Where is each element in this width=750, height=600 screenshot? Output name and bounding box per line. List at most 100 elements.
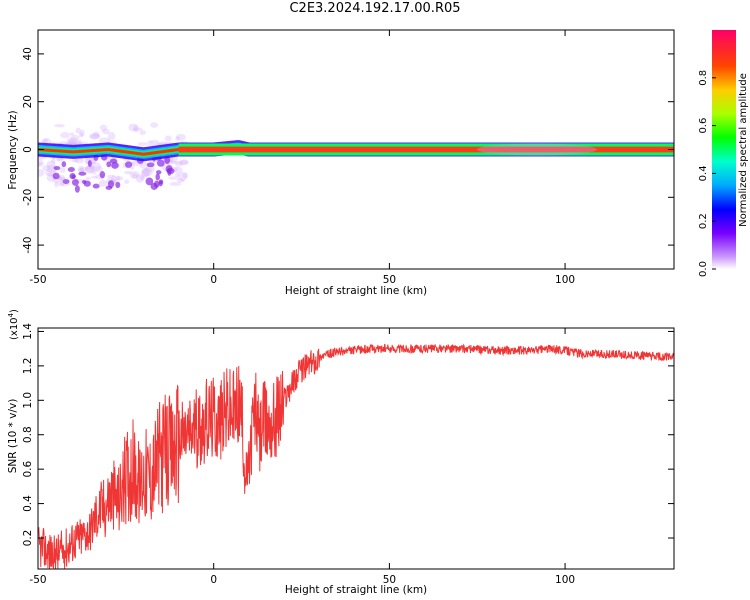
spectral-speck	[38, 162, 43, 166]
colorbar-ticks: 0.0 0.2 0.4 0.6 0.8	[698, 70, 716, 277]
spectral-speck	[77, 139, 83, 146]
spectral-speck	[111, 175, 117, 183]
spectral-speck	[71, 174, 76, 179]
snr-ylabel: SNR (10 * v/v)	[7, 399, 19, 474]
snr-ytick-label: 0.6	[22, 460, 34, 477]
spectral-speck	[56, 177, 67, 181]
spectral-speck	[155, 173, 160, 181]
spectral-speck	[174, 173, 180, 178]
colorbar-tick-label: 0.2	[698, 213, 709, 229]
spectral-speck	[141, 168, 149, 178]
spectral-speck	[175, 136, 180, 141]
spectral-speck	[68, 139, 77, 146]
spectral-speck	[139, 175, 145, 181]
spectral-speck	[109, 158, 118, 164]
spectral-speck	[179, 159, 189, 166]
spectral-speck	[58, 174, 66, 181]
spectral-speck	[115, 181, 121, 189]
spectral-speck	[42, 165, 51, 172]
snr-scale-label: (x104)	[7, 309, 20, 340]
spectral-speck	[74, 185, 80, 193]
spectral-speck	[164, 135, 172, 142]
spectral-speck	[155, 170, 162, 175]
spectral-speck	[157, 141, 169, 145]
spectral-speck	[54, 181, 59, 188]
spectrogram-ytick-label: 20	[22, 95, 34, 108]
spectrogram-panel: -50 0 50 100 -40 -20 0 20 40 Height of straight …	[7, 29, 675, 297]
spectral-speck	[62, 179, 70, 184]
spectral-speck	[128, 123, 138, 132]
spectral-speck	[176, 178, 185, 183]
colorbar-tick-label: 0.4	[698, 165, 709, 181]
spectral-speck	[61, 161, 67, 168]
spectral-speck	[74, 157, 85, 164]
spectral-speck	[101, 128, 110, 135]
spectral-speck	[50, 158, 56, 164]
spectral-speck	[115, 175, 121, 182]
spectral-speck	[46, 160, 56, 170]
spectral-speck	[90, 170, 97, 175]
spectral-speck	[139, 161, 150, 170]
snr-ytick-label: 0.2	[22, 530, 34, 547]
spectrogram-ytick-label: -40	[22, 237, 34, 254]
spectral-speck	[148, 159, 160, 164]
spectrogram-ytick-label: 40	[22, 47, 34, 60]
spectral-speck	[99, 124, 108, 131]
spectral-speck	[52, 172, 60, 180]
spectral-speck	[38, 169, 45, 177]
colorbar-label: Normalized spectral amplitude	[738, 73, 749, 227]
colorbar-tick-label: 0.6	[698, 118, 709, 134]
spectrogram-ylabel: Frequency (Hz)	[7, 110, 19, 189]
spectral-speck	[67, 166, 75, 173]
spectral-speck	[85, 165, 96, 170]
spectral-speck	[146, 162, 155, 168]
spectral-speck	[167, 168, 172, 176]
spectral-speck	[85, 165, 94, 174]
spectral-speck	[175, 133, 186, 141]
spectral-speck	[174, 161, 183, 167]
spectral-speck	[124, 170, 133, 175]
snr-ytick-label: 0.8	[22, 426, 34, 443]
snr-ytick-label: 1.4	[22, 323, 34, 340]
spectral-speck	[71, 179, 79, 186]
spectral-speck	[78, 132, 84, 138]
colorbar-gradient	[712, 30, 736, 269]
spectral-speck	[99, 171, 106, 179]
spectrogram-xlabel: Height of straight line (km)	[285, 285, 427, 297]
spectral-speck	[70, 134, 80, 141]
spectral-speck	[89, 133, 101, 140]
spectral-speck	[95, 166, 103, 173]
spectral-speck	[131, 173, 138, 178]
spectral-speck	[150, 182, 158, 190]
spectral-speck	[169, 181, 182, 187]
spectral-speck	[132, 127, 143, 131]
spectrogram-xtick-label: 50	[383, 274, 396, 286]
snr-ytick-label: 1.2	[22, 358, 34, 375]
snr-xlabel: Height of straight line (km)	[285, 584, 427, 596]
spectral-speck	[89, 133, 100, 140]
spectral-speck	[87, 160, 92, 167]
spectral-speck	[89, 162, 101, 171]
spectral-speck	[150, 122, 159, 128]
spectral-speck	[107, 131, 116, 141]
spectral-speck	[98, 179, 108, 187]
spectral-halo	[476, 143, 597, 156]
spectral-speck	[85, 176, 91, 181]
spectral-speck	[158, 179, 164, 185]
snr-ytick-label: 1.0	[22, 392, 34, 409]
spectral-speck	[83, 180, 91, 187]
spectral-speck	[84, 165, 96, 173]
spectral-speck	[145, 165, 156, 173]
spectral-speck	[38, 158, 44, 168]
spectral-speck	[53, 166, 61, 171]
spectral-speck	[66, 137, 78, 144]
spectral-speck	[170, 160, 179, 165]
spectral-speck	[106, 174, 115, 179]
spectral-speck	[177, 172, 188, 182]
spectral-speck	[178, 160, 189, 165]
spectral-speck	[139, 129, 146, 136]
spectral-speck	[129, 170, 140, 180]
spectral-speck	[125, 161, 133, 168]
spectral-speck	[145, 177, 154, 186]
spectral-speck	[116, 176, 124, 181]
